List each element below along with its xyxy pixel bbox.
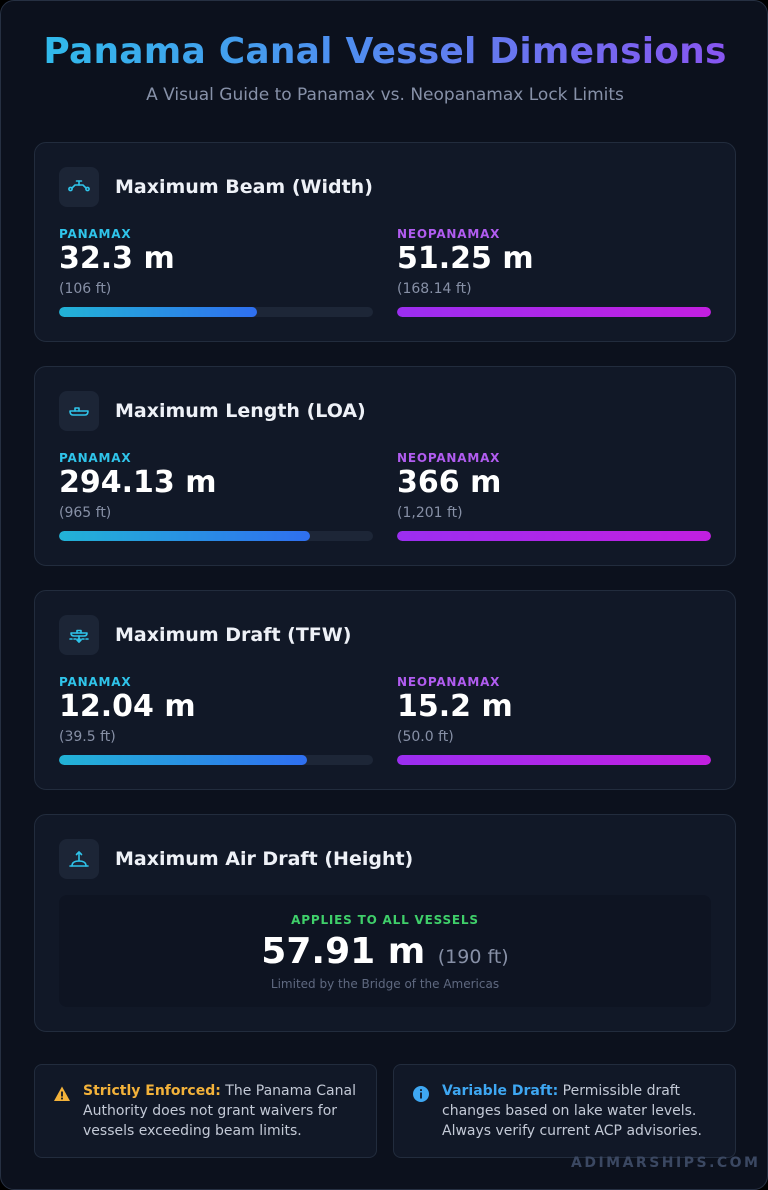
- beam-card: Maximum Beam (Width) PANAMAX 32.3 m (106…: [34, 142, 736, 342]
- warning-icon: [54, 1086, 70, 1101]
- progress-track: [59, 531, 373, 541]
- air-draft-note: Limited by the Bridge of the Americas: [270, 977, 500, 991]
- metric-value: 51.25 m: [397, 241, 534, 276]
- air-draft-value: 57.91 m (190 ft): [59, 931, 711, 972]
- progress-fill: [397, 307, 711, 317]
- ship-draft-icon: [59, 615, 99, 655]
- variable-draft-note: Variable Draft: Permissible draft change…: [393, 1064, 736, 1158]
- imperial-value: (190 ft): [437, 946, 509, 968]
- draft-card: Maximum Draft (TFW) PANAMAX 12.04 m (39.…: [34, 590, 736, 790]
- page-title: Panama Canal Vessel Dimensions: [1, 31, 767, 72]
- tier-label: NEOPANAMAX: [397, 451, 501, 465]
- metric-value: 57.91 m: [261, 931, 426, 972]
- note-head: Strictly Enforced:: [83, 1083, 221, 1099]
- air-draft-panel: APPLIES TO ALL VESSELS 57.91 m (190 ft) …: [59, 895, 711, 1007]
- imperial-value: (50.0 ft): [397, 729, 454, 745]
- length-card: Maximum Length (LOA) PANAMAX 294.13 m (9…: [34, 366, 736, 566]
- imperial-value: (1,201 ft): [397, 505, 463, 521]
- beam-panamax: PANAMAX 32.3 m (106 ft): [59, 227, 373, 317]
- progress-track: [59, 307, 373, 317]
- note-text: Strictly Enforced: The Panama Canal Auth…: [83, 1081, 365, 1141]
- length-panamax: PANAMAX 294.13 m (965 ft): [59, 451, 373, 541]
- metric-value: 366 m: [397, 465, 502, 500]
- draft-neopanamax: NEOPANAMAX 15.2 m (50.0 ft): [397, 675, 711, 765]
- enforced-note: Strictly Enforced: The Panama Canal Auth…: [34, 1064, 377, 1158]
- progress-fill: [397, 755, 711, 765]
- air-draft-card: Maximum Air Draft (Height) APPLIES TO AL…: [34, 814, 736, 1032]
- beam-card-title: Maximum Beam (Width): [115, 176, 373, 198]
- progress-track: [59, 755, 373, 765]
- tier-label: NEOPANAMAX: [397, 227, 501, 241]
- page-subtitle: A Visual Guide to Panamax vs. Neopanamax…: [146, 85, 624, 105]
- progress-fill: [59, 531, 311, 541]
- progress-fill: [59, 755, 308, 765]
- tier-label: PANAMAX: [59, 227, 132, 241]
- air-draft-card-title: Maximum Air Draft (Height): [115, 848, 414, 870]
- air-draft-icon: [59, 839, 99, 879]
- beam-neopanamax: NEOPANAMAX 51.25 m (168.14 ft): [397, 227, 711, 317]
- note-body: Permissible draft changes based on lake …: [442, 1083, 702, 1139]
- metric-value: 294.13 m: [59, 465, 217, 500]
- note-text: Variable Draft: Permissible draft change…: [442, 1081, 724, 1141]
- tier-label: NEOPANAMAX: [397, 675, 501, 689]
- progress-track: [397, 755, 711, 765]
- beam-width-icon: [59, 167, 99, 207]
- note-body: The Panama Canal Authority does not gran…: [83, 1083, 356, 1139]
- imperial-value: (39.5 ft): [59, 729, 116, 745]
- brand-watermark: ADIMARSHIPS.COM: [571, 1155, 761, 1171]
- imperial-value: (965 ft): [59, 505, 112, 521]
- progress-fill: [397, 531, 711, 541]
- info-icon: [413, 1086, 429, 1102]
- imperial-value: (106 ft): [59, 281, 112, 297]
- applies-label: APPLIES TO ALL VESSELS: [291, 913, 479, 927]
- length-card-title: Maximum Length (LOA): [115, 400, 366, 422]
- ship-length-icon: [59, 391, 99, 431]
- progress-track: [397, 307, 711, 317]
- metric-value: 32.3 m: [59, 241, 175, 276]
- tier-label: PANAMAX: [59, 675, 132, 689]
- draft-panamax: PANAMAX 12.04 m (39.5 ft): [59, 675, 373, 765]
- metric-value: 12.04 m: [59, 689, 196, 724]
- progress-track: [397, 531, 711, 541]
- draft-card-title: Maximum Draft (TFW): [115, 624, 352, 646]
- metric-value: 15.2 m: [397, 689, 513, 724]
- tier-label: PANAMAX: [59, 451, 132, 465]
- imperial-value: (168.14 ft): [397, 281, 472, 297]
- progress-fill: [59, 307, 257, 317]
- note-head: Variable Draft:: [442, 1083, 559, 1099]
- length-neopanamax: NEOPANAMAX 366 m (1,201 ft): [397, 451, 711, 541]
